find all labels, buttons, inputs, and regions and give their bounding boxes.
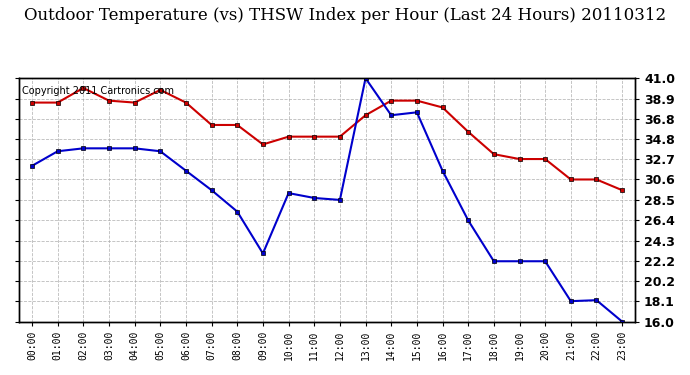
Text: Outdoor Temperature (vs) THSW Index per Hour (Last 24 Hours) 20110312: Outdoor Temperature (vs) THSW Index per … <box>24 8 666 24</box>
Text: Copyright 2011 Cartronics.com: Copyright 2011 Cartronics.com <box>22 86 175 96</box>
